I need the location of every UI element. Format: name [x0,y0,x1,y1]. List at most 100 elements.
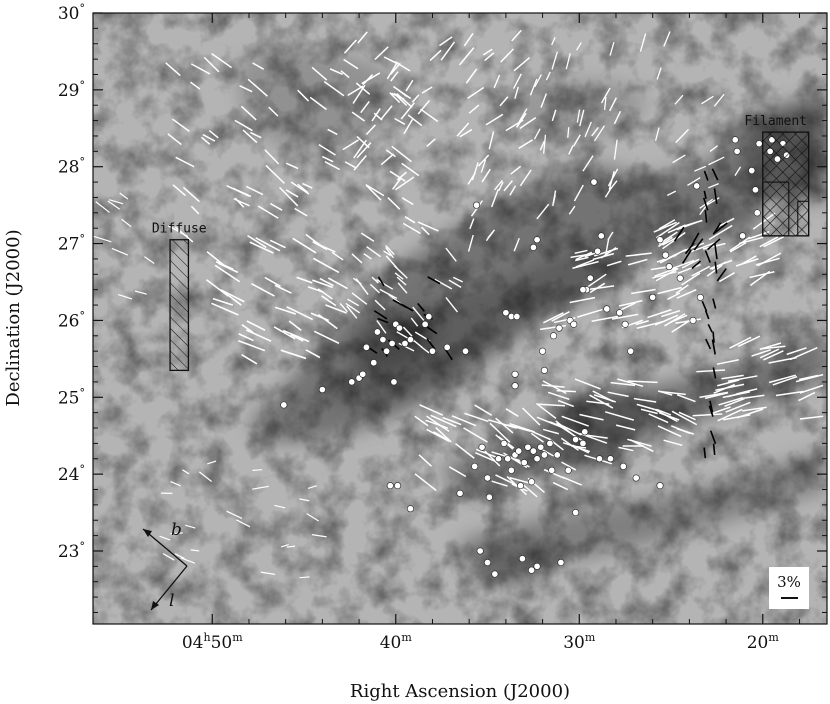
yso-star [528,566,536,574]
polarization-vector [238,333,254,342]
polarization-vector [663,248,687,262]
polarization-vector [584,273,607,290]
polarization-vector [654,127,660,141]
polarization-vector [344,161,357,169]
polarization-vector [675,318,702,325]
polarization-vector [522,407,541,426]
polarization-vector [574,378,601,390]
polarization-vector [587,285,615,291]
polarization-vector [579,413,604,421]
yso-star [495,455,503,463]
polarization-vector [203,56,220,73]
yso-star [476,547,484,555]
yso-star [406,505,414,513]
polarization-vector [274,306,296,315]
polarization-vector [707,323,713,333]
yso-star [656,236,664,244]
polarization-vector [565,53,571,70]
yso-star [517,482,525,490]
polarization-vector [366,246,382,258]
polarization-vector [512,73,522,90]
polarization-vector [495,474,516,486]
polarization-vector [390,71,399,82]
polarization-vector [347,298,360,307]
x-axis-title: Right Ascension (J2000) [350,681,570,702]
polarization-vector [551,37,556,46]
polarization-vector [708,224,733,241]
polarization-vector [737,335,761,348]
polarization-vector [604,187,613,198]
polarization-vector [426,326,438,335]
polarization-vector [286,306,314,321]
polarization-vector [709,430,717,445]
polarization-vector [537,403,566,407]
polarization-vector [557,399,575,408]
polarization-vector [445,247,457,262]
polarization-vector [656,221,680,239]
polarization-vector [481,168,491,183]
polarization-vector [513,56,531,72]
polarization-vector [306,512,319,522]
polarization-vector [232,187,252,198]
polarization-vector [402,304,414,312]
polarization-vector [363,253,372,260]
yso-star [370,359,378,367]
polarization-vector [410,317,419,327]
polarization-vector [294,207,308,217]
polarization-vector [584,121,592,138]
polarization-vector [321,155,334,163]
yso-star [548,466,556,474]
polarization-vector [608,97,617,112]
polarization-vector [414,473,437,492]
polarization-vector [448,466,467,478]
polarization-vector [182,469,190,475]
polarization-vector [246,320,266,331]
polarization-vector [369,347,378,354]
polarization-vector [121,218,132,228]
yso-star [524,443,532,451]
polarization-vector [734,166,742,176]
polarization-vector [468,104,480,114]
polarization-vector [568,145,574,155]
polarization-vector [749,271,775,279]
polarization-vector [324,160,341,171]
polarization-vector [658,219,676,230]
polarization-vector [310,312,330,322]
polarization-vector [325,304,347,314]
polarization-vector [206,460,217,465]
polarization-vector [729,236,751,252]
polarization-vector [288,320,302,331]
polarization-vector [211,302,239,316]
polarization-vector [751,348,771,357]
polarization-vector [513,238,520,252]
y-tick-label: 26° [58,309,85,331]
yso-star [539,347,547,355]
yso-star [491,570,499,578]
scale-bar-label: 3% [777,573,801,591]
yso-star [388,339,396,347]
polarization-vector [702,242,726,250]
polarization-vector [542,134,547,154]
polarization-vector [170,532,183,535]
polarization-vector [572,444,590,454]
yso-star [676,274,684,282]
polarization-vector [434,278,453,290]
polarization-vector [299,576,310,579]
polarization-vector [713,93,725,107]
polarization-vector [619,302,637,312]
polarization-vector [233,198,250,207]
polarization-vector [467,86,485,100]
polarization-vector [234,119,253,132]
polarization-vector [648,413,669,424]
polarization-vector [242,129,258,144]
polarization-vector [309,96,327,111]
x-tick-label: 40m [380,631,413,653]
polarization-vector [799,415,824,420]
polarization-vector [712,367,717,379]
polarization-vector [319,277,334,287]
polarization-vector [572,260,599,270]
scale-box [769,567,809,609]
polarization-vector [417,221,439,232]
polarization-vector [385,247,394,259]
polarization-vector [654,267,678,277]
